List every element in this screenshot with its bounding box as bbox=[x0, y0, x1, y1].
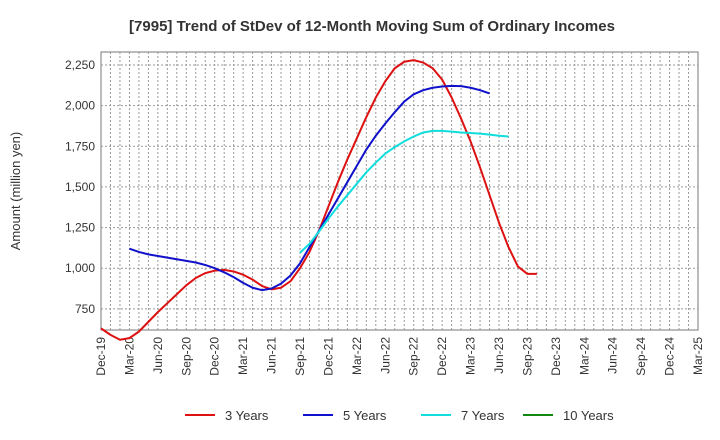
y-tick-label: 1,250 bbox=[65, 221, 95, 235]
chart-title: [7995] Trend of StDev of 12-Month Moving… bbox=[129, 18, 615, 35]
series-line-7-years bbox=[299, 129, 509, 254]
x-tick-label: Jun-23 bbox=[492, 337, 506, 374]
x-tick-label: Mar-22 bbox=[350, 337, 364, 375]
y-axis-ticks: 750 1,000 1,250 1,500 1,750 2,000 2,250 bbox=[65, 58, 95, 316]
y-tick-label: 750 bbox=[75, 302, 95, 316]
y-tick-label: 1,750 bbox=[65, 139, 95, 153]
x-tick-label: Jun-20 bbox=[151, 337, 165, 374]
x-tick-label: Mar-21 bbox=[236, 337, 250, 375]
x-tick-label: Mar-20 bbox=[122, 337, 136, 375]
series-lines bbox=[100, 59, 537, 341]
legend-label-3-years: 3 Years bbox=[225, 408, 269, 423]
x-tick-label: Dec-23 bbox=[549, 337, 563, 376]
x-tick-label: Jun-21 bbox=[265, 337, 279, 374]
x-tick-label: Jun-24 bbox=[606, 337, 620, 374]
legend: 3 Years 5 Years 7 Years 10 Years bbox=[185, 408, 614, 423]
legend-label-10-years: 10 Years bbox=[563, 408, 614, 423]
y-axis-label: Amount (million yen) bbox=[8, 132, 23, 251]
legend-label-5-years: 5 Years bbox=[343, 408, 387, 423]
x-tick-label: Jun-22 bbox=[378, 337, 392, 374]
x-tick-label: Mar-25 bbox=[691, 337, 705, 375]
y-tick-label: 1,000 bbox=[65, 261, 95, 275]
series-line-5-years bbox=[129, 84, 490, 292]
x-tick-label: Mar-23 bbox=[464, 337, 478, 375]
x-tick-label: Sep-22 bbox=[407, 337, 421, 376]
x-tick-label: Sep-24 bbox=[634, 337, 648, 376]
legend-label-7-years: 7 Years bbox=[461, 408, 505, 423]
y-tick-label: 2,250 bbox=[65, 58, 95, 72]
x-axis-ticks: Dec-19 Mar-20 Jun-20 Sep-20 Dec-20 Mar-21 Jun-… bbox=[94, 337, 705, 376]
x-tick-label: Dec-22 bbox=[435, 337, 449, 376]
x-tick-label: Dec-21 bbox=[321, 337, 335, 376]
y-tick-label: 2,000 bbox=[65, 99, 95, 113]
x-tick-label: Dec-19 bbox=[94, 337, 108, 376]
plot-frame bbox=[100, 51, 699, 331]
x-tick-label: Sep-23 bbox=[520, 337, 534, 376]
x-tick-label: Sep-20 bbox=[179, 337, 193, 376]
x-tick-label: Mar-24 bbox=[577, 337, 591, 375]
x-tick-label: Sep-21 bbox=[293, 337, 307, 376]
x-tick-label: Dec-20 bbox=[208, 337, 222, 376]
x-tick-label: Dec-24 bbox=[663, 337, 677, 376]
gridlines bbox=[101, 52, 698, 330]
y-tick-label: 1,500 bbox=[65, 180, 95, 194]
